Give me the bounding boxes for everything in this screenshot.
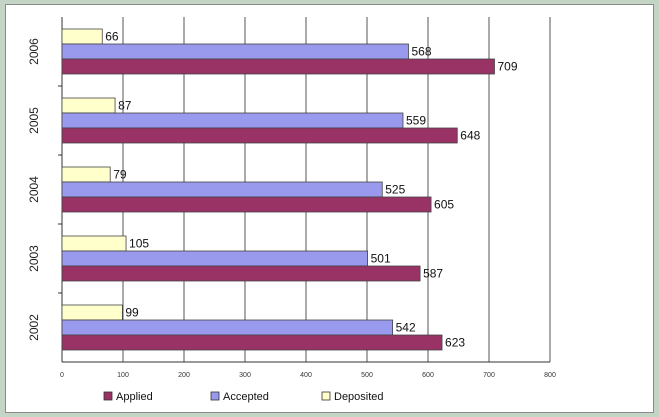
- bar-applied-2002: [61, 334, 443, 351]
- bar-accepted-2004: [61, 181, 383, 198]
- data-label-deposited-2003: 105: [129, 237, 149, 251]
- bar-deposited-2003: [61, 235, 127, 252]
- chart-frame: 0 100 200 300 400 500 600 700 800 2006 2005 2004 200…: [5, 4, 654, 413]
- x-tick-label-0: 0: [60, 372, 64, 379]
- legend-label-applied: Applied: [116, 391, 153, 403]
- category-label-2002: 2002: [27, 314, 41, 341]
- category-label-2005: 2005: [27, 107, 41, 134]
- x-tick-label-300: 300: [239, 372, 251, 379]
- data-label-applied-2004: 605: [434, 198, 454, 212]
- bar-accepted-2005: [61, 112, 404, 129]
- data-label-accepted-2002: 542: [396, 321, 416, 335]
- legend-label-deposited: Deposited: [334, 391, 384, 403]
- data-labels: 66 568 709 87 559 648 79 525 605 105 501 587 99 542 62…: [105, 30, 518, 350]
- bar-accepted-2002: [61, 319, 394, 336]
- data-label-accepted-2006: 568: [411, 45, 431, 59]
- bar-deposited-2005: [61, 97, 116, 114]
- bars: [61, 28, 495, 351]
- data-label-applied-2006: 709: [497, 60, 517, 74]
- bar-deposited-2002: [61, 304, 123, 321]
- data-label-deposited-2005: 87: [118, 99, 132, 113]
- bar-applied-2003: [61, 265, 421, 282]
- bar-applied-2005: [61, 127, 458, 144]
- bar-chart: 0 100 200 300 400 500 600 700 800 2006 2005 2004 200…: [27, 17, 556, 403]
- legend-swatch-accepted: [210, 391, 220, 401]
- data-label-accepted-2003: 501: [371, 252, 391, 266]
- data-label-deposited-2002: 99: [125, 306, 139, 320]
- data-label-accepted-2005: 559: [406, 114, 426, 128]
- bar-accepted-2003: [61, 250, 369, 267]
- legend-swatch-applied: [103, 391, 113, 401]
- legend: Applied Accepted Deposited: [103, 391, 384, 403]
- category-label-2003: 2003: [27, 245, 41, 272]
- bar-deposited-2004: [61, 166, 111, 183]
- x-tick-label-500: 500: [361, 372, 373, 379]
- data-label-applied-2002: 623: [445, 336, 465, 350]
- legend-label-accepted: Accepted: [223, 391, 269, 403]
- x-tick-label-600: 600: [422, 372, 434, 379]
- category-label-2006: 2006: [27, 38, 41, 65]
- data-label-applied-2003: 587: [423, 267, 443, 281]
- x-tick-label-700: 700: [483, 372, 495, 379]
- bar-applied-2006: [61, 58, 495, 75]
- data-label-applied-2005: 648: [460, 129, 480, 143]
- x-tick-label-400: 400: [300, 372, 312, 379]
- legend-swatch-deposited: [321, 391, 331, 401]
- data-label-deposited-2006: 66: [105, 30, 119, 44]
- x-tick-label-800: 800: [544, 372, 556, 379]
- bar-applied-2004: [61, 196, 432, 213]
- data-label-deposited-2004: 79: [113, 168, 127, 182]
- bar-deposited-2006: [61, 28, 103, 45]
- bar-accepted-2006: [61, 43, 409, 60]
- x-tick-label-200: 200: [178, 372, 190, 379]
- category-label-2004: 2004: [27, 176, 41, 203]
- axes: 0 100 200 300 400 500 600 700 800 2006 2005 2004 200…: [27, 17, 556, 379]
- data-label-accepted-2004: 525: [385, 183, 405, 197]
- x-tick-label-100: 100: [117, 372, 129, 379]
